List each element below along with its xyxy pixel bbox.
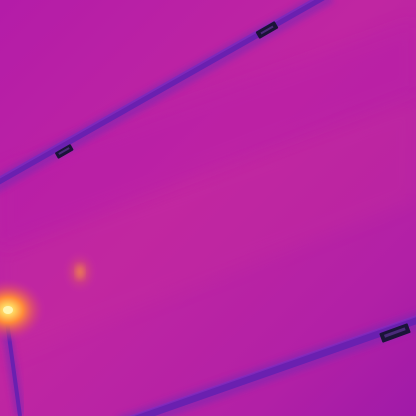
hotspot-core bbox=[3, 306, 13, 314]
warm-band bbox=[0, 100, 416, 360]
lower-cable-clip bbox=[379, 323, 411, 343]
cool-band bbox=[0, 20, 416, 250]
upper-cable-clip-2 bbox=[55, 144, 74, 159]
lower-cable bbox=[118, 311, 416, 416]
upper-cable-clip-1 bbox=[255, 21, 279, 39]
hotspot bbox=[0, 278, 46, 342]
warm-glow-core bbox=[76, 265, 84, 279]
